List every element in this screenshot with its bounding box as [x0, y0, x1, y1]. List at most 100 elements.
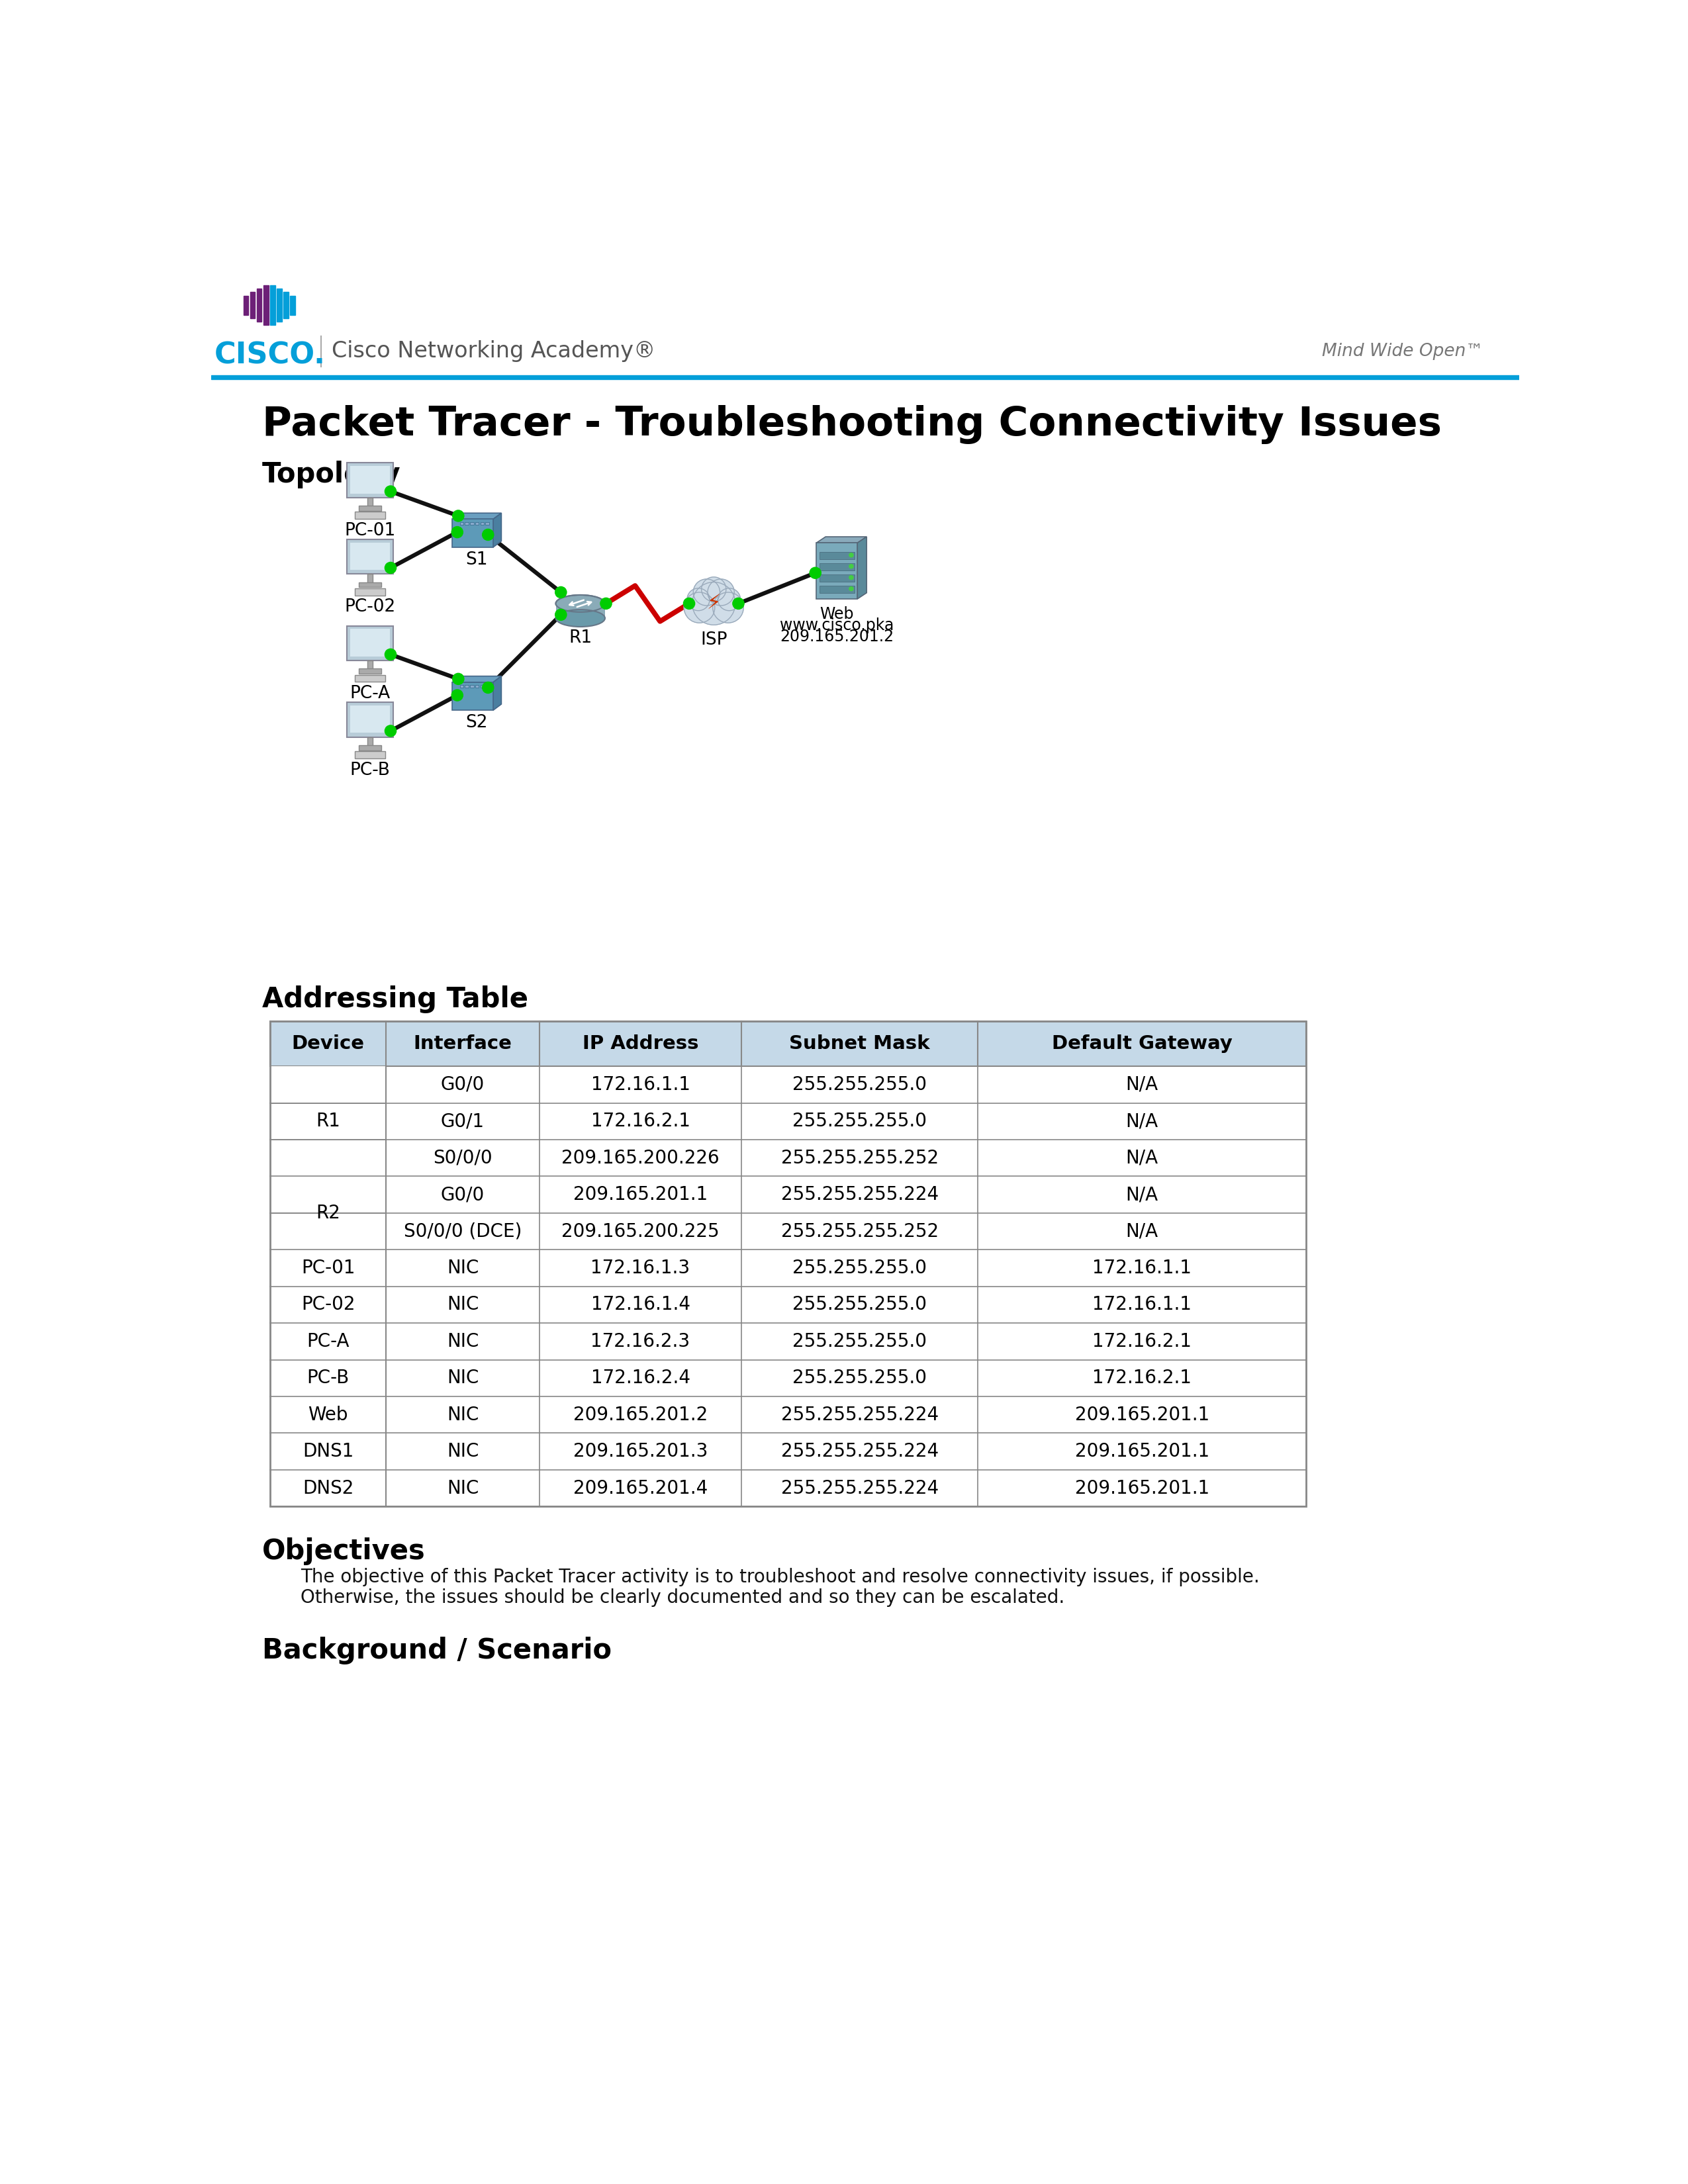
Bar [211, 262, 1519, 380]
Bar [270, 286, 275, 325]
Text: 255.255.255.224: 255.255.255.224 [782, 1186, 939, 1203]
Text: S2: S2 [466, 714, 488, 732]
Text: www.cisco.pka: www.cisco.pka [780, 618, 895, 633]
Text: 172.16.1.1: 172.16.1.1 [1092, 1258, 1192, 1278]
Circle shape [385, 485, 397, 498]
Text: CISCO.: CISCO. [214, 341, 326, 369]
Bar [469, 686, 474, 688]
Text: ⚡: ⚡ [707, 594, 721, 614]
Text: 209.165.201.2: 209.165.201.2 [574, 1406, 707, 1424]
Bar [270, 1022, 1307, 1066]
Text: PC-A: PC-A [307, 1332, 349, 1350]
Text: S0/0/0 (DCE): S0/0/0 (DCE) [403, 1223, 522, 1241]
Text: 209.165.201.1: 209.165.201.1 [1075, 1441, 1209, 1461]
Circle shape [385, 649, 397, 660]
Circle shape [451, 690, 464, 701]
Bar [270, 1103, 1307, 1140]
Text: N/A: N/A [1126, 1075, 1158, 1094]
Bar [270, 1177, 387, 1249]
Text: Device: Device [292, 1035, 365, 1053]
Text: NIC: NIC [447, 1332, 479, 1350]
Circle shape [385, 725, 397, 736]
Bar [452, 681, 493, 710]
Bar [819, 553, 854, 559]
Bar [486, 686, 490, 688]
Circle shape [702, 577, 726, 601]
Text: NIC: NIC [447, 1441, 479, 1461]
Text: 209.165.201.1: 209.165.201.1 [574, 1186, 707, 1203]
Text: NIC: NIC [447, 1406, 479, 1424]
Text: Web: Web [820, 605, 854, 622]
Text: 172.16.2.3: 172.16.2.3 [591, 1332, 690, 1350]
Bar [270, 1470, 1307, 1507]
Polygon shape [817, 537, 866, 544]
Text: 172.16.2.1: 172.16.2.1 [591, 1112, 690, 1131]
Text: NIC: NIC [447, 1479, 479, 1498]
Text: G0/1: G0/1 [441, 1112, 484, 1131]
Bar [354, 751, 385, 758]
Bar [819, 563, 854, 570]
Bar [481, 686, 484, 688]
Bar [349, 542, 390, 570]
Bar [270, 1396, 1307, 1433]
Circle shape [849, 577, 854, 579]
Text: 209.165.200.226: 209.165.200.226 [562, 1149, 719, 1166]
Bar [476, 686, 479, 688]
Bar [243, 295, 248, 314]
Text: Subnet Mask: Subnet Mask [790, 1035, 930, 1053]
Circle shape [451, 526, 464, 537]
Text: PC-02: PC-02 [344, 598, 395, 616]
Circle shape [555, 585, 567, 598]
Text: N/A: N/A [1126, 1112, 1158, 1131]
Bar [464, 686, 469, 688]
FancyBboxPatch shape [348, 627, 393, 660]
Text: 209.165.201.4: 209.165.201.4 [574, 1479, 707, 1498]
Text: Addressing Table: Addressing Table [262, 985, 528, 1013]
Bar [270, 1022, 1307, 1507]
Polygon shape [493, 677, 501, 710]
Bar [270, 1396, 387, 1433]
Text: DNS1: DNS1 [302, 1441, 354, 1461]
Text: Objectives: Objectives [262, 1538, 425, 1566]
Bar [464, 522, 469, 524]
Ellipse shape [555, 594, 604, 612]
Text: DNS2: DNS2 [302, 1479, 354, 1498]
Circle shape [809, 568, 822, 579]
Text: 209.165.201.3: 209.165.201.3 [574, 1441, 707, 1461]
Bar [354, 587, 385, 596]
Text: 255.255.255.252: 255.255.255.252 [782, 1149, 939, 1166]
Text: PC-02: PC-02 [300, 1295, 354, 1315]
Bar [354, 675, 385, 681]
Text: G0/0: G0/0 [441, 1186, 484, 1203]
Text: 172.16.1.1: 172.16.1.1 [1092, 1295, 1192, 1315]
Bar [481, 522, 484, 524]
Bar [270, 1066, 1307, 1103]
Text: The objective of this Packet Tracer activity is to troubleshoot and resolve conn: The objective of this Packet Tracer acti… [300, 1568, 1259, 1586]
Text: 172.16.2.1: 172.16.2.1 [1092, 1369, 1192, 1387]
Text: S0/0/0: S0/0/0 [434, 1149, 493, 1166]
Text: R2: R2 [316, 1203, 341, 1223]
Bar [469, 522, 474, 524]
Text: PC-B: PC-B [349, 762, 390, 780]
Bar [263, 286, 268, 325]
Bar [270, 1324, 387, 1361]
Bar [290, 295, 295, 314]
Text: Default Gateway: Default Gateway [1052, 1035, 1232, 1053]
Text: 255.255.255.0: 255.255.255.0 [792, 1295, 927, 1315]
Text: PC-01: PC-01 [344, 522, 395, 539]
Bar [360, 583, 381, 587]
Bar [250, 293, 255, 319]
Text: Interface: Interface [414, 1035, 511, 1053]
Text: 255.255.255.224: 255.255.255.224 [782, 1479, 939, 1498]
Circle shape [717, 587, 741, 612]
Text: 255.255.255.224: 255.255.255.224 [782, 1441, 939, 1461]
Text: 172.16.2.4: 172.16.2.4 [591, 1369, 690, 1387]
Circle shape [684, 598, 695, 609]
Polygon shape [493, 513, 501, 548]
Bar [270, 1286, 387, 1324]
Circle shape [694, 579, 719, 605]
Text: NIC: NIC [447, 1295, 479, 1315]
Text: Otherwise, the issues should be clearly documented and so they can be escalated.: Otherwise, the issues should be clearly … [300, 1588, 1065, 1607]
Text: Mind Wide Open™: Mind Wide Open™ [1322, 343, 1484, 360]
Bar [459, 686, 464, 688]
